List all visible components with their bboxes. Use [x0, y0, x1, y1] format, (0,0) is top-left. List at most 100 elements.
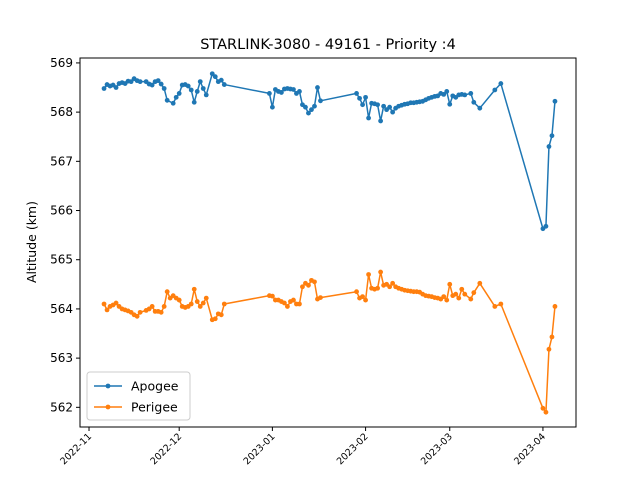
legend-swatch-marker	[105, 383, 111, 389]
y-tick-label: 568	[50, 105, 73, 119]
data-point	[441, 92, 447, 97]
data-point	[212, 74, 218, 80]
series-perigee	[101, 269, 558, 415]
x-tick-label: 2022-11	[58, 431, 94, 467]
data-point	[549, 133, 555, 139]
data-point	[200, 86, 206, 91]
data-point	[360, 294, 365, 300]
data-point	[462, 291, 468, 297]
data-point	[297, 301, 302, 307]
data-point	[549, 334, 555, 340]
chart-title: STARLINK-3080 - 49161 - Priority :4	[200, 37, 456, 53]
data-point	[468, 296, 474, 302]
data-point	[291, 87, 296, 92]
data-point	[360, 102, 365, 108]
legend-swatch-marker	[105, 404, 111, 410]
x-axis: 2022-11 2022-12 2023-01 2023-02 2023-03 2023-…	[58, 427, 548, 467]
data-point	[297, 89, 302, 94]
data-point	[203, 92, 209, 98]
data-point	[218, 77, 224, 83]
y-tick-label: 565	[50, 253, 73, 267]
data-point	[552, 98, 558, 104]
data-point	[221, 301, 227, 307]
data-point	[543, 223, 549, 229]
data-point	[306, 282, 311, 288]
data-point	[318, 98, 323, 104]
data-point	[456, 295, 462, 301]
data-point	[354, 91, 359, 96]
data-point	[266, 91, 272, 96]
data-point	[540, 405, 546, 411]
data-point	[161, 86, 167, 91]
data-point	[269, 104, 275, 110]
y-tick-label: 564	[50, 302, 73, 316]
data-point	[212, 316, 218, 322]
data-point	[279, 90, 284, 95]
data-point	[546, 346, 552, 352]
data-point	[378, 118, 384, 124]
data-point	[101, 86, 107, 91]
data-point	[444, 297, 450, 303]
data-point	[113, 85, 119, 90]
y-tick-label: 567	[50, 154, 73, 168]
data-point	[444, 89, 450, 94]
data-point	[312, 279, 317, 285]
data-point	[381, 103, 387, 109]
data-point	[203, 295, 209, 301]
legend-label: Perigee	[131, 400, 178, 415]
data-point	[318, 295, 323, 301]
series-line	[103, 72, 556, 230]
legend: Apogee Perigee	[86, 371, 191, 421]
data-point	[161, 304, 167, 309]
data-point	[285, 304, 290, 309]
data-point	[188, 87, 194, 93]
y-tick-label: 562	[50, 400, 73, 414]
y-tick-label: 563	[50, 351, 73, 365]
data-point	[498, 301, 504, 307]
data-point	[194, 89, 200, 94]
data-point	[471, 99, 477, 105]
data-point	[291, 297, 296, 303]
data-point	[170, 100, 176, 106]
data-point	[128, 79, 134, 85]
data-point	[176, 297, 182, 303]
data-point	[366, 115, 371, 121]
data-point	[552, 304, 558, 309]
data-point	[176, 91, 182, 96]
data-point	[477, 105, 483, 111]
data-point	[282, 300, 287, 306]
data-point	[218, 312, 224, 318]
data-point	[101, 301, 107, 307]
data-point	[113, 300, 119, 306]
data-point	[134, 313, 140, 319]
data-point	[315, 85, 320, 90]
data-point	[477, 280, 483, 286]
data-point	[137, 79, 143, 85]
data-point	[312, 103, 317, 109]
data-point	[363, 297, 368, 303]
data-point	[378, 269, 384, 275]
data-point	[300, 284, 305, 290]
data-point	[387, 284, 393, 290]
data-point	[269, 293, 275, 299]
data-point	[155, 78, 161, 84]
data-point	[197, 79, 203, 85]
x-tick-label: 2023-01	[242, 431, 278, 467]
data-point	[149, 304, 155, 309]
data-point	[158, 309, 164, 315]
y-axis-label: Altitude (km)	[24, 201, 39, 283]
data-point	[354, 289, 359, 295]
series-apogee	[101, 71, 558, 232]
data-point	[173, 94, 179, 100]
data-point	[447, 101, 453, 107]
data-point	[306, 110, 311, 116]
data-point	[459, 286, 465, 292]
data-point	[309, 107, 314, 113]
data-point	[149, 82, 155, 88]
data-point	[188, 301, 194, 307]
y-axis: 562 563 564 565 566 567 568 569	[50, 56, 80, 414]
x-tick-label: 2023-03	[419, 431, 455, 467]
data-point	[194, 299, 200, 304]
data-point	[453, 291, 459, 297]
